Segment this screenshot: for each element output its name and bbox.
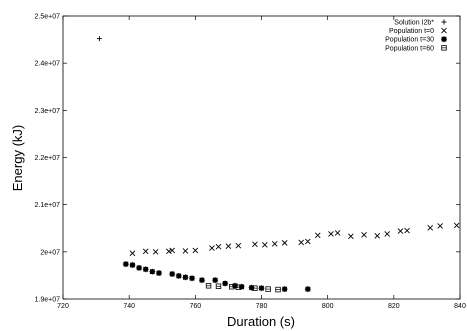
data-point-cross xyxy=(142,248,149,255)
data-point-asterisk xyxy=(169,271,176,278)
data-point-asterisk xyxy=(122,261,129,268)
data-point-cross xyxy=(209,245,215,251)
x-tick-label: 740 xyxy=(123,303,135,310)
x-axis-title: Duration (s) xyxy=(227,314,295,329)
data-point-asterisk xyxy=(232,282,239,289)
data-point-cross xyxy=(169,247,175,254)
y-tick-label: 2.2e+07 xyxy=(35,155,61,162)
data-point-cross xyxy=(235,242,242,249)
data-point-square xyxy=(229,284,235,290)
data-point-cross xyxy=(225,243,232,249)
x-tick-label: 800 xyxy=(322,303,334,310)
data-point-square xyxy=(265,286,271,292)
data-point-cross xyxy=(374,232,381,239)
data-point-square xyxy=(252,285,258,291)
data-point-cross xyxy=(334,230,341,236)
legend-marker-plus xyxy=(441,19,447,25)
data-point-cross xyxy=(261,241,268,248)
data-point-cross xyxy=(166,248,172,255)
data-point-cross xyxy=(397,228,404,234)
data-point-cross xyxy=(404,227,410,234)
x-tick-label: 780 xyxy=(256,303,268,310)
x-tick-label: 840 xyxy=(454,303,466,310)
legend-label: Population t=30 xyxy=(385,37,434,44)
x-tick-label: 760 xyxy=(189,303,201,310)
data-point-plus xyxy=(96,36,102,42)
y-tick-label: 2.5e+07 xyxy=(35,14,61,21)
data-point-cross xyxy=(384,231,391,237)
data-point-asterisk xyxy=(182,274,189,281)
data-point-asterisk xyxy=(129,262,136,269)
data-point-cross xyxy=(453,222,460,229)
legend-marker-asterisk xyxy=(441,36,447,43)
legend-label: Population t=0 xyxy=(389,28,434,35)
data-point-cross xyxy=(182,248,189,254)
data-point-cross xyxy=(304,238,311,245)
legend-marker-cross xyxy=(441,27,447,34)
data-point-asterisk xyxy=(258,285,265,292)
data-point-square xyxy=(275,286,281,293)
y-tick-label: 2.1e+07 xyxy=(35,202,61,209)
data-point-cross xyxy=(348,233,354,240)
data-point-asterisk xyxy=(189,275,196,282)
x-tick-label: 820 xyxy=(388,303,400,310)
data-point-asterisk xyxy=(304,286,311,293)
data-point-cross xyxy=(152,249,159,255)
data-point-cross xyxy=(281,240,288,246)
legend-marker-square xyxy=(441,45,447,51)
y-tick-label: 1.9e+07 xyxy=(35,297,61,304)
data-point-asterisk xyxy=(222,280,229,287)
data-point-cross xyxy=(271,240,278,247)
legend-label: Solution I2b* xyxy=(394,20,434,27)
data-point-asterisk xyxy=(198,277,205,284)
data-point-square xyxy=(205,283,212,289)
legend-label: Population t=60 xyxy=(385,45,434,52)
plot-area-frame xyxy=(62,15,461,300)
data-point-square xyxy=(215,283,222,289)
data-point-cross xyxy=(215,243,222,250)
data-point-cross xyxy=(252,241,258,248)
data-point-cross xyxy=(328,231,334,237)
data-point-cross xyxy=(437,223,443,229)
data-point-asterisk xyxy=(175,272,182,279)
data-point-cross xyxy=(129,250,136,257)
legend: Solution I2b*Population t=0 Population t=… xyxy=(385,19,447,52)
data-point-cross xyxy=(298,239,305,246)
data-point-asterisk xyxy=(149,268,156,275)
y-tick-label: 2.3e+07 xyxy=(35,108,61,115)
data-point-cross xyxy=(314,232,321,239)
y-tick-label: 2.4e+07 xyxy=(35,61,61,68)
data-point-asterisk xyxy=(238,283,245,290)
data-point-asterisk xyxy=(155,270,162,277)
y-axis-title: Energy (kJ) xyxy=(10,125,25,191)
y-tick-label: 2e+07 xyxy=(40,249,60,256)
x-tick-label: 720 xyxy=(57,303,69,310)
data-point-cross xyxy=(361,232,367,238)
data-point-asterisk xyxy=(281,286,288,293)
data-point-asterisk xyxy=(212,277,219,284)
data-point-asterisk xyxy=(136,264,143,271)
data-point-cross xyxy=(192,247,199,254)
data-point-asterisk xyxy=(142,266,149,273)
data-point-cross xyxy=(427,224,434,231)
data-point-asterisk xyxy=(248,284,255,291)
data-point-square xyxy=(235,284,242,290)
